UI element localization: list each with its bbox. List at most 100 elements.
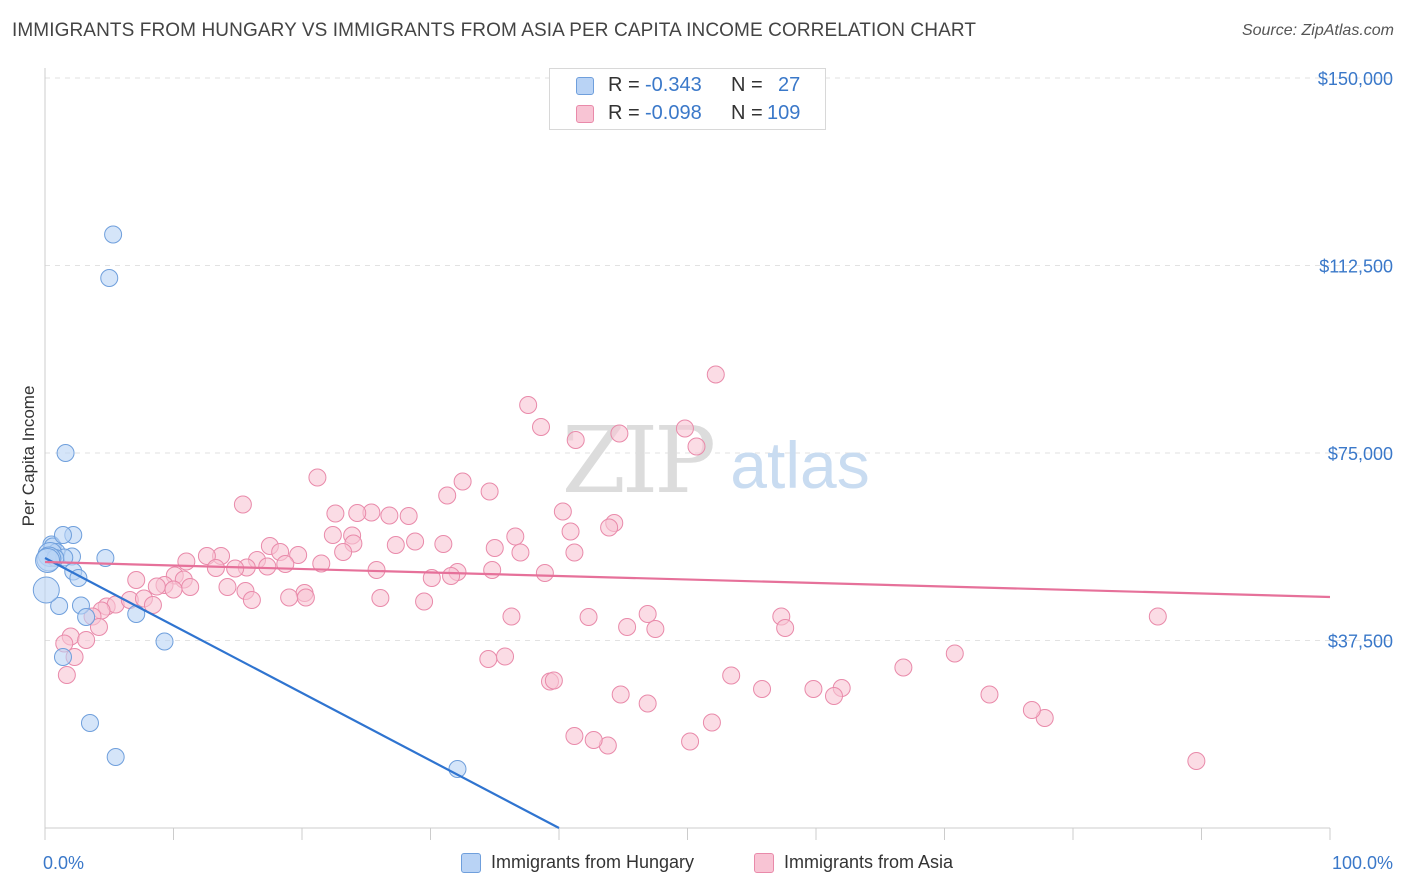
point-asia (553, 502, 572, 521)
point-asia (479, 650, 498, 668)
r-label: R = (608, 74, 640, 96)
point-asia (233, 495, 252, 514)
y-tick-label: $150,000 (1318, 69, 1393, 89)
point-hungary (50, 597, 69, 615)
r-label: R = (608, 102, 640, 124)
point-asia (280, 588, 299, 607)
point-asia (722, 666, 741, 685)
point-asia (496, 647, 515, 666)
point-asia (511, 543, 530, 562)
point-asia (566, 431, 585, 449)
legend-item-asia[interactable]: Immigrants from Asia (754, 852, 953, 873)
point-asia (206, 559, 225, 577)
point-asia (610, 424, 629, 443)
point-asia (242, 591, 261, 609)
point-asia (226, 559, 245, 578)
point-asia (438, 486, 457, 505)
point-asia (164, 580, 183, 599)
legend-item-hungary[interactable]: Immigrants from Hungary (461, 852, 694, 873)
watermark: ZIP atlas (562, 407, 870, 514)
point-asia (483, 561, 502, 579)
r-value-asia: -0.098 (645, 102, 702, 124)
r-value-hungary: -0.343 (645, 74, 702, 96)
grid-lines (45, 77, 1392, 641)
y-tick-label: $112,500 (1319, 257, 1393, 277)
point-asia (453, 472, 472, 491)
point-asia (386, 536, 405, 554)
point-asia (406, 532, 425, 551)
point-asia (980, 685, 999, 704)
point-asia (561, 522, 580, 541)
point-hungary (96, 549, 115, 567)
point-asia (600, 518, 619, 537)
n-value-asia: 109 (767, 102, 801, 124)
point-asia (681, 732, 700, 751)
point-hungary (106, 748, 125, 766)
point-asia (565, 727, 584, 745)
point-asia (289, 546, 308, 564)
trend-line-hungary (44, 557, 560, 829)
point-asia (147, 577, 166, 596)
point-hungary (80, 714, 99, 732)
series-legend: Immigrants from Hungary Immigrants from … (0, 852, 1406, 878)
point-asia (753, 680, 772, 698)
point-asia (804, 680, 823, 698)
point-asia (535, 564, 554, 582)
point-asia (326, 504, 345, 523)
point-asia (1148, 607, 1167, 626)
legend-swatch-hungary (461, 852, 481, 873)
point-asia (334, 543, 353, 561)
legend-swatch-asia (754, 852, 774, 873)
point-asia (57, 666, 76, 684)
point-asia (312, 554, 331, 573)
point-asia (442, 567, 461, 585)
point-asia (181, 578, 200, 596)
point-asia (506, 527, 525, 546)
point-asia (706, 365, 725, 384)
point-asia (415, 592, 434, 611)
point-asia (1035, 709, 1054, 727)
point-asia (611, 685, 630, 704)
point-asia (544, 671, 563, 690)
correlation-legend: R = -0.343 N = 27 R = -0.098 N = 109 (549, 68, 826, 130)
point-hungary (100, 269, 119, 287)
point-hungary (104, 225, 123, 244)
point-asia (308, 468, 327, 487)
n-label: N = (731, 102, 763, 124)
point-asia (945, 644, 964, 663)
trend-line-asia (44, 560, 1331, 599)
point-asia (485, 539, 504, 557)
point-asia (702, 713, 721, 732)
chart-title: IMMIGRANTS FROM HUNGARY VS IMMIGRANTS FR… (12, 20, 977, 41)
legend-label-asia: Immigrants from Asia (784, 852, 954, 872)
point-asia (579, 608, 598, 626)
point-hungary (32, 576, 60, 604)
legend-swatch-hungary (576, 77, 594, 95)
n-label: N = (731, 74, 763, 96)
point-asia (380, 506, 399, 525)
point-asia (177, 552, 196, 571)
point-hungary (53, 648, 72, 666)
trend-lines (44, 557, 1331, 829)
legend-swatch-asia (576, 105, 594, 123)
y-axis-label: Per Capita Income (19, 386, 38, 527)
legend-label-hungary: Immigrants from Hungary (491, 852, 695, 872)
point-asia (638, 605, 657, 623)
n-value-hungary: 27 (778, 74, 801, 96)
point-asia (565, 543, 584, 562)
point-asia (824, 687, 843, 705)
point-hungary (77, 608, 96, 626)
point-asia (218, 578, 237, 596)
y-tick-label: $37,500 (1328, 632, 1393, 652)
point-asia (296, 588, 315, 607)
axes (44, 68, 1331, 840)
point-hungary (53, 526, 72, 544)
x-tick-label: 0.0% (43, 853, 84, 873)
series-asia (55, 365, 1206, 770)
point-hungary (56, 444, 75, 462)
point-asia (894, 658, 913, 677)
point-asia (646, 620, 665, 638)
point-asia (675, 419, 694, 438)
point-asia (258, 557, 277, 576)
